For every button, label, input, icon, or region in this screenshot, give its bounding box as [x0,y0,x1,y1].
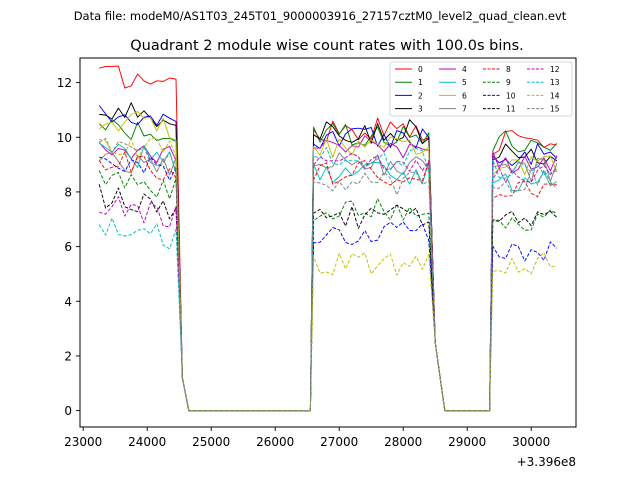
x-tick-label: 26000 [256,435,294,449]
y-axis: 0 2 4 6 8 10 12 [57,76,80,418]
y-tick-label: 2 [64,349,72,363]
series-line-11 [98,184,558,412]
series-line-15 [98,138,558,412]
x-tick-label: 25000 [192,435,230,449]
series-line-7 [98,152,558,412]
series-line-5 [98,142,558,412]
legend-label-5: 5 [462,78,467,87]
chart-title: Quadrant 2 module wise count rates with … [130,38,524,54]
x-tick-label: 29000 [448,435,486,449]
series-line-12 [99,152,558,412]
series-line-9 [98,170,558,412]
y-tick-label: 8 [64,185,72,199]
legend-label-9: 9 [506,78,511,87]
x-tick-label: 28000 [384,435,422,449]
legend-label-12: 12 [550,65,560,74]
plot-frame [79,57,577,428]
legend-label-15: 15 [550,105,560,114]
legend-label-14: 14 [550,91,560,100]
series-line-6 [98,111,558,412]
series-line-0 [99,65,557,412]
series-line-8 [98,151,557,412]
legend-label-0: 0 [418,65,423,74]
y-tick-label: 6 [64,240,72,254]
x-tick-label: 30000 [512,435,550,449]
legend-box [389,61,573,117]
legend-label-6: 6 [462,91,467,100]
series-line-4 [98,135,558,412]
legend-label-13: 13 [550,78,560,87]
x-offset-label: +3.396e8 [517,455,576,469]
y-tick-label: 12 [57,76,72,90]
y-tick-label: 0 [64,404,72,418]
x-tick-label: 24000 [128,435,166,449]
plot-lines [98,65,558,412]
legend-label-10: 10 [506,91,516,100]
series-line-3 [99,102,558,412]
x-tick-label: 23000 [64,435,102,449]
legend-label-1: 1 [418,78,423,87]
y-tick-label: 10 [57,131,72,145]
x-axis: 23000 24000 25000 26000 27000 28000 29000 30000 [64,427,550,449]
legend-label-7: 7 [462,105,467,114]
series-line-2 [98,105,558,412]
y-tick-label: 4 [64,295,72,309]
x-tick-label: 27000 [320,435,358,449]
legend-label-11: 11 [506,105,516,114]
series-line-1 [98,119,558,412]
legend-label-4: 4 [462,65,467,74]
series-line-14 [99,137,557,412]
legend-label-8: 8 [506,65,511,74]
legend-label-2: 2 [418,91,423,100]
legend-label-3: 3 [418,105,423,114]
data-file-header: Data file: modeM0/AS1T03_245T01_90000039… [74,9,567,23]
series-line-13 [98,147,557,412]
